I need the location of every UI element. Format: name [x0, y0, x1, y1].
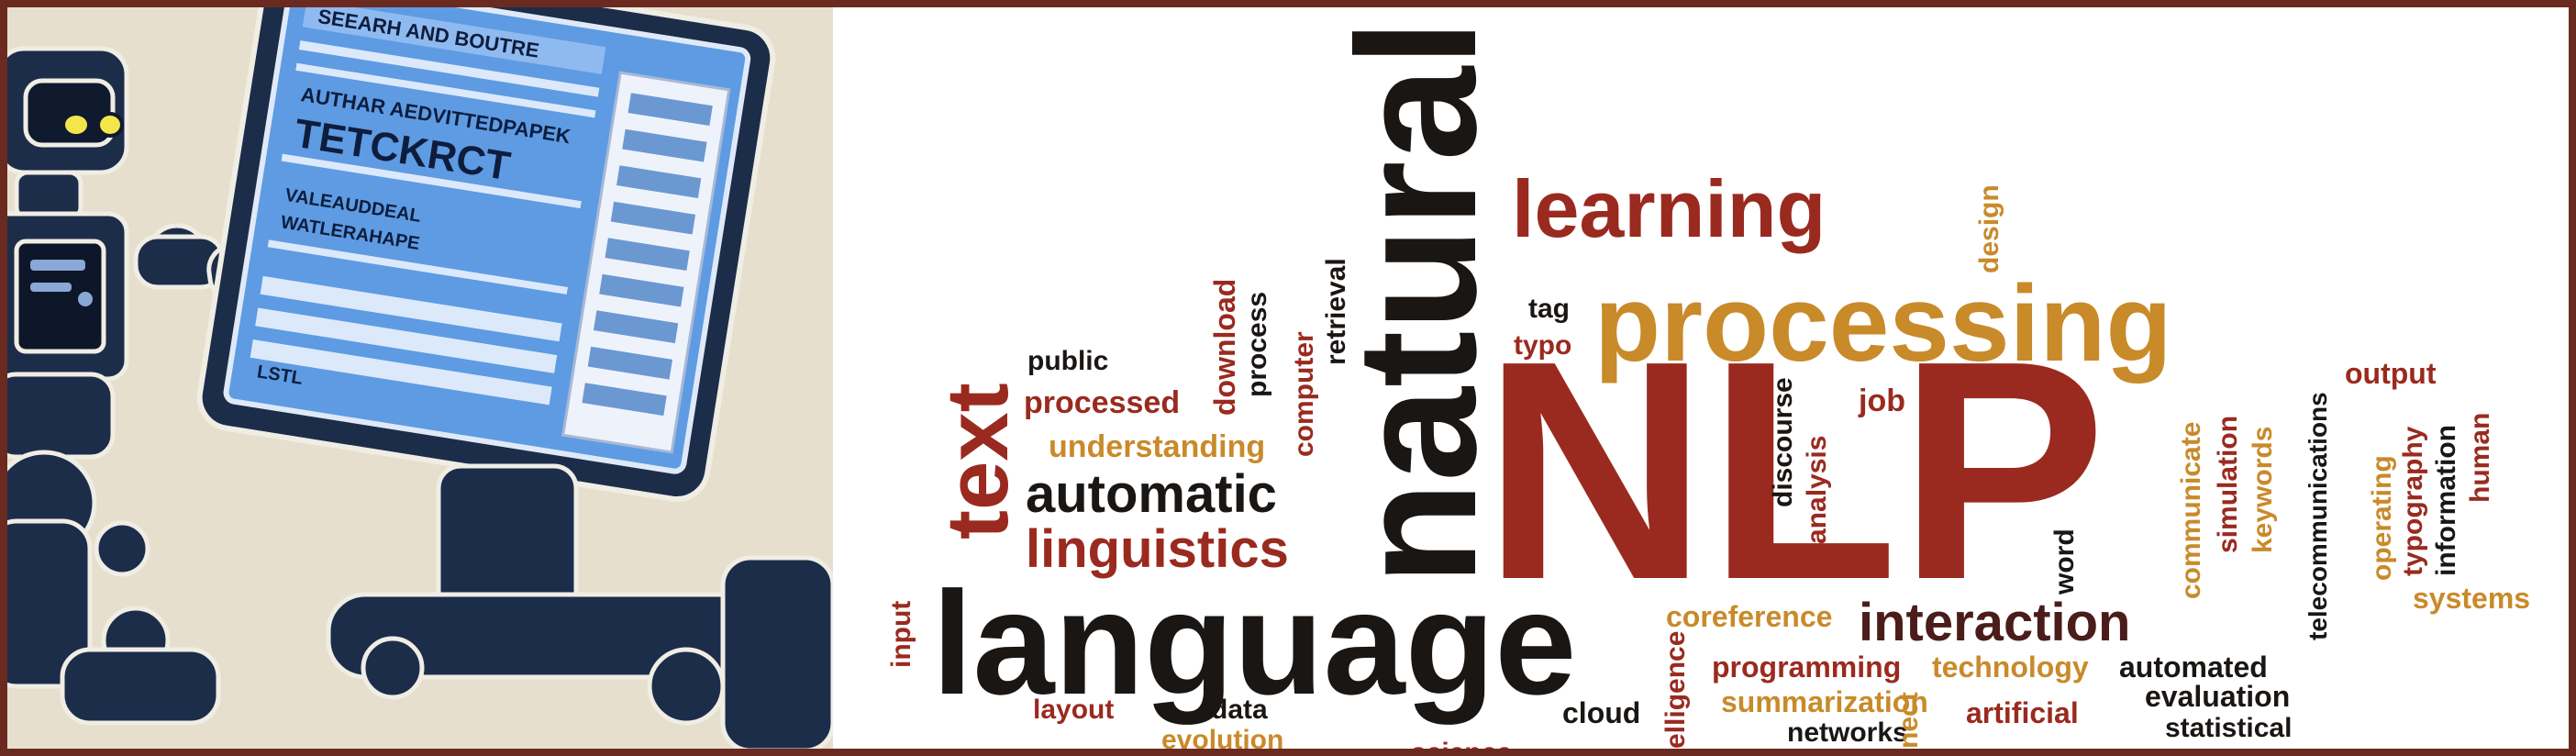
screen-line [260, 275, 562, 342]
word-understanding: understanding [1049, 429, 1265, 464]
word-linguistics: linguistics [1026, 519, 1289, 579]
robot-foot [60, 647, 221, 726]
word-processed: processed [1024, 385, 1180, 420]
word-input: input [886, 601, 916, 668]
word-retrieval: retrieval [1321, 258, 1351, 365]
word-keywords: keywords [2248, 427, 2278, 553]
word-operating: operating [2367, 455, 2397, 581]
word-layout: layout [1033, 695, 1114, 725]
chest-light [78, 292, 93, 306]
word-discourse: discourse [1768, 377, 1798, 507]
word-technology: technology [1932, 650, 2089, 684]
word-coreference: coreference [1666, 600, 1832, 633]
word-connect-fragment: nect [1893, 692, 1924, 749]
word-job: job [1858, 384, 1905, 418]
word-interaction: interaction [1859, 593, 2131, 652]
word-evaluation: evaluation [2145, 680, 2290, 713]
word-process: process [1242, 292, 1272, 397]
word-download: download [1208, 279, 1241, 416]
word-nlp: NLP [1482, 296, 2106, 645]
screen-line [295, 62, 596, 118]
screen-line [250, 339, 552, 406]
word-evolution: evolution [1161, 725, 1283, 749]
word-word: word [2049, 528, 2080, 595]
word-text: text [928, 383, 1027, 539]
word-learning: learning [1512, 163, 1826, 254]
screen-side-items [582, 93, 713, 417]
word-programming: programming [1712, 650, 1901, 684]
word-intelligence-fragment: elligence [1660, 631, 1691, 749]
word-simulation: simulation [2213, 416, 2243, 553]
word-data: data [1211, 695, 1268, 725]
word-networks: networks [1787, 717, 1908, 748]
screen-line [281, 153, 582, 209]
robot-eye-left [61, 112, 91, 138]
word-tag: tag [1528, 294, 1570, 324]
screen-line [255, 307, 558, 373]
word-cloud: cloud [1562, 696, 1640, 729]
base-joint [647, 647, 726, 726]
robot-drawing: SEEARH AND BOUTRE AUTHAR AEDVITTEDPAPEK … [7, 7, 833, 749]
word-cloud-canvas: NLP language natural processing learning… [886, 19, 2530, 749]
word-artificial: artificial [1966, 696, 2079, 729]
robot-arm-right [720, 555, 833, 749]
word-natural: natural [1323, 19, 1512, 585]
word-language: language [932, 561, 1576, 725]
screen-title-bar [302, 7, 606, 74]
robot-leg [7, 518, 93, 689]
chest-detail [30, 260, 85, 271]
robot-eye-right [96, 112, 124, 138]
screen-line [267, 239, 568, 295]
word-cloud: NLP language natural processing learning… [833, 7, 2569, 749]
robot-illustration: SEEARH AND BOUTRE AUTHAR AEDVITTEDPAPEK … [7, 7, 833, 749]
chest-detail [30, 283, 72, 292]
base-joint [361, 636, 425, 700]
word-public: public [1027, 346, 1108, 376]
word-design: design [1974, 184, 2004, 273]
word-output: output [2345, 357, 2437, 390]
word-processing: processing [1594, 263, 2172, 384]
word-human: human [2465, 413, 2495, 503]
word-typography: typography [2398, 426, 2428, 576]
word-analysis: analysis [1802, 436, 1832, 544]
word-automated: automated [2119, 650, 2268, 684]
word-information: information [2431, 425, 2461, 576]
robot-hips [7, 372, 116, 460]
word-telecommunications: telecommunications [2304, 392, 2332, 640]
screen-line [298, 40, 600, 97]
word-typo: typo [1514, 330, 1571, 361]
tablet-device: SEEARH AND BOUTRE AUTHAR AEDVITTEDPAPEK … [196, 7, 833, 749]
word-communicate: communicate [2176, 422, 2206, 599]
word-statistical: statistical [2165, 713, 2292, 743]
word-systems: systems [2413, 582, 2530, 615]
word-summarization: summarization [1721, 685, 1928, 718]
word-automatic: automatic [1026, 464, 1277, 524]
word-computer: computer [1289, 331, 1319, 457]
robot-joint [94, 520, 150, 577]
word-science: science [1411, 738, 1512, 749]
robot-figure [7, 46, 322, 726]
